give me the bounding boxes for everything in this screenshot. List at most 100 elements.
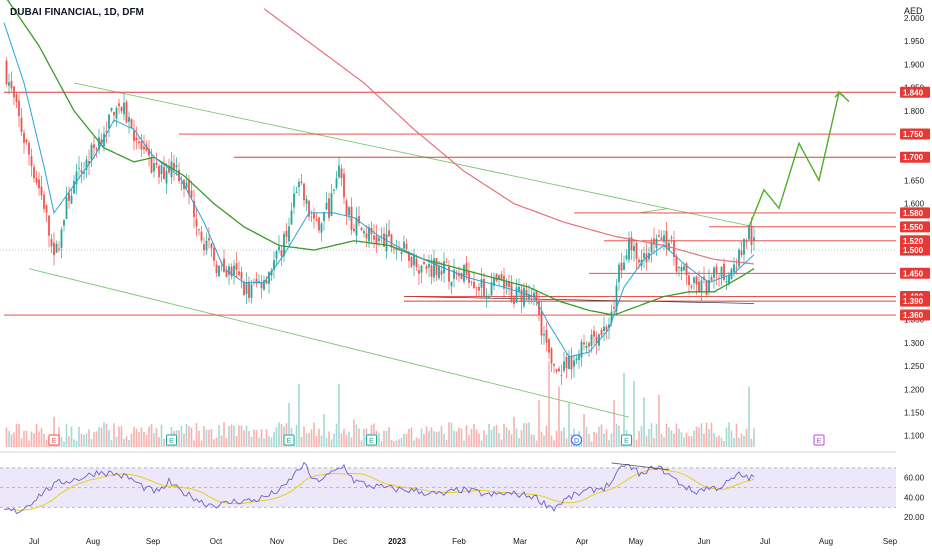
earnings-marker	[813, 434, 825, 446]
rsi-line	[3, 461, 755, 514]
candle-body	[325, 202, 328, 210]
ma-mid-line	[6, 0, 755, 316]
candle-body	[95, 148, 98, 150]
volume-bar	[603, 433, 605, 447]
volume-bar	[178, 430, 180, 447]
candle-body	[395, 249, 398, 251]
candle-body	[288, 226, 290, 242]
volume-bar	[430, 427, 433, 447]
rsi-panel	[0, 461, 896, 514]
candle-body	[548, 339, 550, 353]
candle-body	[150, 157, 153, 173]
support-line	[403, 296, 755, 304]
volume-bar	[125, 436, 128, 447]
candle-body	[35, 177, 38, 183]
candle-body	[535, 290, 538, 300]
volume-bar	[733, 437, 735, 447]
volume-bar	[138, 431, 140, 447]
volume-bar	[525, 423, 528, 447]
volume-bar	[680, 432, 683, 447]
candle-body	[320, 223, 323, 233]
volume-bar	[753, 428, 755, 447]
trend-line	[73, 82, 755, 228]
level-price-label: 1.450	[903, 269, 924, 278]
volume-bar	[410, 427, 413, 447]
volume-bar	[328, 431, 330, 447]
volume-bar	[548, 361, 550, 447]
volume-bar	[345, 435, 348, 447]
volume-bar	[568, 403, 570, 447]
volume-bar	[143, 432, 145, 447]
candle-body	[105, 131, 108, 133]
candles-layer	[5, 57, 755, 386]
volume-bar	[738, 437, 740, 447]
candle-body	[740, 250, 743, 256]
candle-body	[675, 256, 678, 272]
candle-body	[743, 238, 745, 255]
candle-body	[635, 242, 638, 259]
candle-body	[285, 230, 288, 237]
candle-body	[408, 253, 410, 262]
volume-bar	[538, 400, 540, 447]
level-price-tag	[900, 295, 930, 307]
candle-body	[465, 263, 468, 276]
candle-body	[73, 180, 75, 194]
candle-body	[380, 235, 383, 237]
candle-body	[290, 210, 293, 225]
volume-bar	[530, 434, 533, 447]
candle-body	[555, 369, 558, 372]
candle-body	[613, 306, 615, 309]
candle-body	[265, 280, 268, 284]
candle-body	[198, 229, 200, 231]
time-tick-label: Apr	[576, 537, 589, 546]
volume-bar	[465, 425, 468, 447]
volume-bar	[395, 440, 398, 447]
price-tick-label: 1.950	[904, 37, 925, 46]
candle-body	[658, 235, 660, 237]
candle-body	[230, 266, 233, 277]
volume-bar	[278, 422, 280, 447]
volume-bar	[275, 427, 278, 447]
candle-body	[600, 330, 603, 336]
candle-body	[65, 197, 68, 219]
candle-body	[423, 261, 425, 264]
candle-body	[438, 266, 440, 279]
volume-bar	[440, 425, 443, 447]
volume-bar	[380, 441, 383, 447]
candle-body	[345, 200, 348, 216]
candle-body	[335, 178, 338, 188]
volume-bar	[645, 436, 648, 447]
time-axis: Jul Aug Sep Oct Nov Dec 2023 Feb Mar Apr May Jun Jul…	[29, 537, 898, 546]
candle-body	[575, 358, 578, 361]
volume-bar	[230, 424, 233, 447]
candle-body	[313, 212, 315, 219]
trend-line	[638, 207, 670, 214]
candle-body	[255, 278, 258, 284]
candle-body	[68, 192, 70, 201]
candle-body	[553, 363, 555, 366]
level-price-label: 1.750	[903, 130, 924, 139]
projection-layer	[748, 90, 850, 228]
volume-bar	[313, 422, 315, 447]
candle-body	[595, 336, 598, 344]
candle-body	[460, 272, 463, 279]
candle-body	[55, 243, 58, 253]
level-price-tag	[900, 151, 930, 163]
candle-body	[180, 183, 183, 185]
currency-label: AED	[904, 6, 923, 16]
volume-bar	[610, 433, 613, 447]
level-price-label: 1.550	[903, 223, 924, 232]
volume-bar	[320, 435, 323, 447]
volume-bar	[10, 434, 13, 447]
volume-bar	[208, 429, 210, 447]
volume-bar	[398, 439, 400, 447]
volume-bar	[140, 427, 143, 447]
candle-body	[735, 267, 738, 269]
candle-body	[185, 182, 188, 188]
candle-body	[685, 263, 688, 276]
volume-bar	[338, 383, 340, 447]
candle-body	[363, 231, 365, 234]
rsi-tick-label: 40.00	[904, 493, 925, 502]
volume-bar	[478, 433, 480, 447]
